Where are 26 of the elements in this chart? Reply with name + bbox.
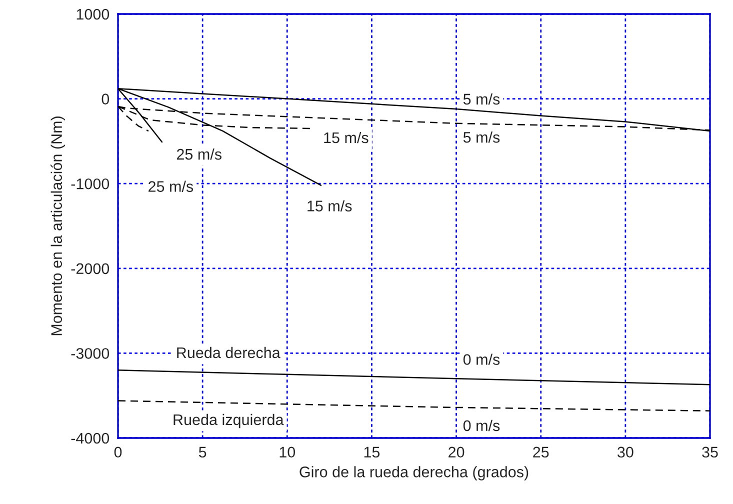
y-tick-label: -4000 xyxy=(71,432,110,444)
y-tick-label: -2000 xyxy=(71,263,110,274)
x-tick-label: 30 xyxy=(618,446,634,458)
x-tick-label: 20 xyxy=(448,446,464,458)
annotation: Rueda derecha xyxy=(177,346,280,358)
x-tick-label: 10 xyxy=(280,446,296,458)
annotation: 25 m/s xyxy=(176,148,222,160)
x-tick-label: 0 xyxy=(114,446,122,458)
annotation: 15 m/s xyxy=(308,200,352,212)
annotation: Rueda izquierda xyxy=(174,414,284,428)
annotation: 0 m/s xyxy=(463,354,500,365)
y-axis-title: Momento en la articulación (Nm) xyxy=(50,116,66,336)
annotation: 0 m/s xyxy=(463,420,500,432)
annotation: 25 m/s xyxy=(148,180,194,192)
x-tick-label: 15 xyxy=(364,446,380,458)
y-tick-label: 1000 xyxy=(76,8,110,20)
y-tick-label: -1000 xyxy=(71,178,110,190)
x-axis-title: Giro de la rueda derecha (grados) xyxy=(300,466,528,480)
x-tick-label: 5 xyxy=(198,446,206,458)
x-tick-label: 25 xyxy=(533,446,549,458)
annotation: 5 m/s xyxy=(463,93,500,105)
y-tick-label: -3000 xyxy=(71,348,110,359)
annotation: 5 m/s xyxy=(463,132,500,143)
y-tick-label: 0 xyxy=(102,94,110,104)
x-tick-label: 35 xyxy=(702,446,718,458)
annotation: 15 m/s xyxy=(324,132,368,144)
